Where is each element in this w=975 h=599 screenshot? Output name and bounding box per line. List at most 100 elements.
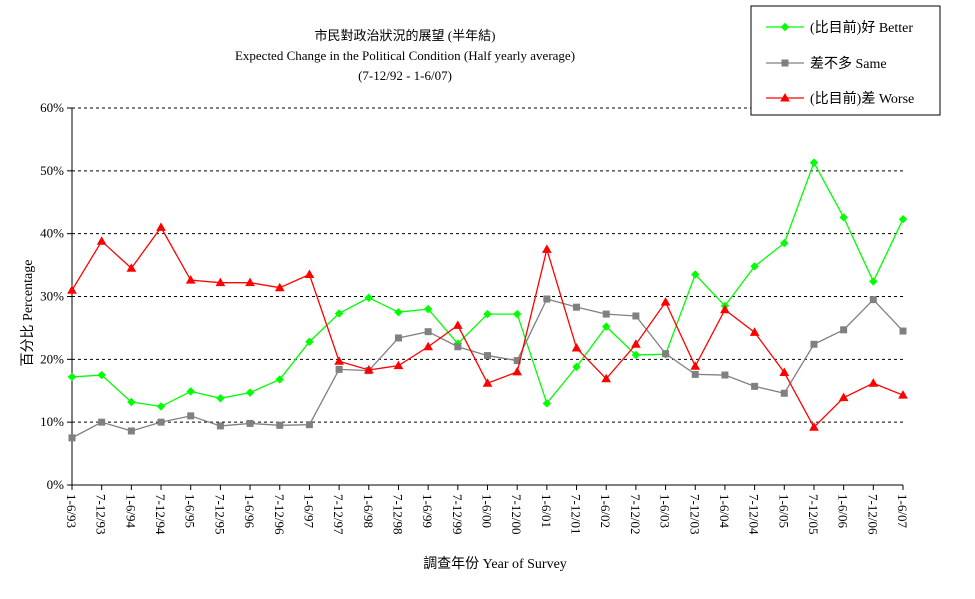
y-tick-label: 10% <box>40 414 64 429</box>
data-point <box>840 326 848 334</box>
x-tick-label: 1-6/00 <box>480 494 495 528</box>
data-point <box>97 370 106 380</box>
data-point <box>809 422 819 431</box>
series-line <box>71 161 904 408</box>
x-tick-label: 1-6/03 <box>658 494 673 528</box>
data-point <box>542 399 552 408</box>
data-point <box>98 418 106 426</box>
data-point <box>423 304 433 314</box>
data-point <box>751 382 759 390</box>
data-point <box>363 365 374 374</box>
x-tick-label: 1-6/94 <box>123 494 138 528</box>
y-tick-labels: 0% 10% 20% 30% 40% 50% 60% <box>40 100 64 492</box>
data-point <box>541 244 552 253</box>
y-tick-label: 50% <box>40 163 64 178</box>
data-point <box>601 373 612 383</box>
data-point <box>572 362 581 372</box>
y-tick-label: 20% <box>40 351 64 366</box>
series-2 <box>68 295 907 442</box>
x-tick-label: 7-12/02 <box>628 494 643 534</box>
x-tick-label: 1-6/05 <box>776 494 791 528</box>
data-point <box>67 285 77 294</box>
data-point <box>305 337 314 346</box>
data-point <box>512 366 523 376</box>
x-tick-label: 7-12/96 <box>272 494 287 535</box>
x-tick-label: 7-12/04 <box>747 494 762 535</box>
data-point <box>482 378 493 387</box>
x-tick-label: 7-12/99 <box>450 494 465 534</box>
data-point <box>602 310 610 318</box>
data-point <box>452 320 463 329</box>
x-tick-label: 1-6/98 <box>361 494 376 528</box>
x-tick-label: 1-6/97 <box>301 494 316 528</box>
data-point <box>127 397 136 407</box>
x-tick-labels: 1-6/93 7-12/93 1-6/94 7-12/94 1-6/95 7-12/95 1… <box>64 494 910 535</box>
data-point <box>187 412 195 420</box>
data-point <box>839 213 848 222</box>
data-point <box>216 394 225 403</box>
data-point <box>245 388 255 397</box>
series-3 <box>67 222 908 431</box>
data-point <box>96 236 107 245</box>
data-point <box>869 277 878 286</box>
legend-marker <box>781 59 789 67</box>
series-1 <box>67 158 908 411</box>
axes <box>67 107 904 490</box>
legend: (比目前)好 Better 差不多 Same (比目前)差 Worse <box>750 5 941 116</box>
chart-title-line-1: 市民對政治狀況的展望 (半年結) <box>315 28 496 43</box>
data-point <box>632 312 640 320</box>
x-tick-label: 1-6/96 <box>242 494 257 528</box>
data-point <box>245 277 255 287</box>
data-point <box>394 308 403 317</box>
x-tick-label: 7-12/93 <box>94 494 109 534</box>
x-tick-label: 1-6/04 <box>717 494 732 528</box>
data-point <box>571 343 582 352</box>
legend-label: (比目前)差 Worse <box>810 90 914 107</box>
data-point <box>573 303 581 311</box>
data-point <box>276 421 284 429</box>
data-point <box>274 282 285 292</box>
legend-marker <box>780 92 790 102</box>
x-axis-title: 調查年份 Year of Survey <box>423 556 567 572</box>
data-point <box>67 372 77 382</box>
x-tick-label: 1-6/95 <box>183 494 198 528</box>
legend-marker <box>780 22 790 32</box>
data-point <box>156 402 166 411</box>
data-point <box>690 361 701 370</box>
data-point <box>602 322 611 331</box>
data-point <box>779 367 790 377</box>
data-point <box>780 389 788 397</box>
data-point <box>68 434 76 442</box>
data-series <box>67 158 908 442</box>
chart-title-line-2: Expected Change in the Political Conditi… <box>235 48 575 63</box>
data-point <box>334 356 344 365</box>
data-point <box>394 334 402 342</box>
data-point <box>335 365 343 373</box>
x-tick-label: 7-12/06 <box>865 494 880 535</box>
data-point <box>898 215 908 224</box>
x-tick-label: 7-12/94 <box>153 494 168 535</box>
y-tick-label: 0% <box>47 477 65 492</box>
data-point <box>275 375 284 384</box>
x-tick-label: 1-6/99 <box>420 494 435 528</box>
x-tick-label: 1-6/07 <box>895 494 910 528</box>
series-line <box>71 226 904 429</box>
data-point <box>305 421 313 429</box>
data-point <box>720 304 730 314</box>
data-point <box>721 371 729 379</box>
x-tick-label: 7-12/01 <box>569 494 584 534</box>
series-line <box>71 298 904 439</box>
x-tick-label: 7-12/00 <box>509 494 524 534</box>
data-point <box>484 352 491 360</box>
y-tick-label: 40% <box>40 226 64 241</box>
data-point <box>868 378 879 387</box>
data-point <box>423 341 434 351</box>
data-point <box>780 238 789 248</box>
legend-label: (比目前)好 Better <box>810 19 913 36</box>
data-point <box>393 360 404 370</box>
data-point <box>126 263 137 272</box>
chart-title: 市民對政治狀況的展望 (半年結) Expected Change in the … <box>235 28 575 83</box>
x-tick-label: 7-12/03 <box>687 494 702 534</box>
data-point <box>631 339 641 348</box>
data-point <box>512 309 522 319</box>
